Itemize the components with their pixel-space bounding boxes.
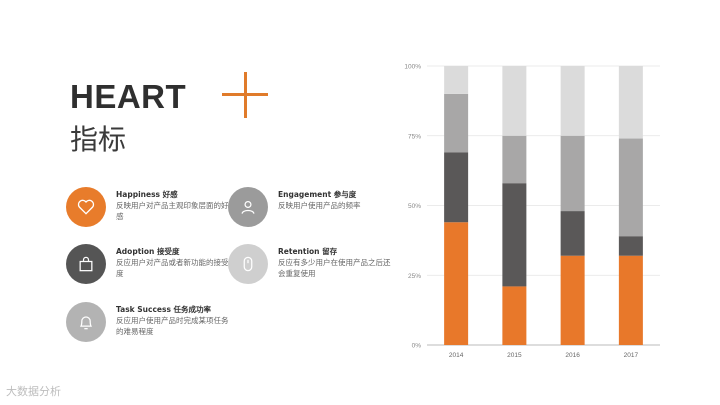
metric-desc: 反映用户使用产品的频率 [278,201,361,210]
metric-adoption: Adoption 接受度 反应用户对产品或者新功能的接受度 [66,244,236,288]
bell-icon [66,302,106,342]
metric-name: Task Success 任务成功率 [116,305,212,314]
bar-segment [618,255,643,345]
bar-segment [444,222,469,345]
metric-engagement: Engagement 参与度 反映用户使用产品的频率 [228,187,398,231]
bar-segment [502,66,527,136]
bar-segment [618,138,643,237]
bar-segment [444,152,469,223]
bar-segment [444,66,469,94]
stacked-bar-chart: 0% 25% 50% 75% 100% 2014 2015 2016 2017 [404,64,660,359]
x-tick-label: 2017 [624,352,639,359]
slide-title: HEART [70,78,187,115]
bar-segment [560,66,585,136]
y-tick-label: 50% [408,203,421,210]
metric-happiness: Happiness 好感 反映用户对产品主观印象层面的好感 [66,187,236,231]
mouse-icon [228,244,268,284]
watermark: 大数据分析 [6,385,61,398]
metric-desc: 反映用户对产品主观印象层面的好感 [116,201,229,221]
metric-name: Adoption 接受度 [116,247,180,256]
y-tick-label: 100% [404,64,421,71]
x-tick-label: 2016 [565,352,580,359]
bar-segment [502,286,527,345]
metric-desc: 反应有多少用户在使用产品之后还会重复使用 [278,258,391,278]
metric-desc: 反应用户对产品或者新功能的接受度 [116,258,229,278]
plus-icon [222,72,268,118]
bar-segment [560,211,585,256]
metric-task-success: Task Success 任务成功率 反应用户使用产品时完成某项任务的难易程度 [66,302,236,346]
x-tick-label: 2015 [507,352,522,359]
y-tick-label: 0% [412,343,422,350]
metric-desc: 反应用户使用产品时完成某项任务的难易程度 [116,316,229,336]
bar-segment [502,183,527,287]
x-tick-label: 2014 [449,352,464,359]
bar-segment [618,236,643,256]
users-icon [228,187,268,227]
metric-name: Retention 留存 [278,247,338,256]
metric-name: Happiness 好感 [116,190,178,199]
y-tick-label: 25% [408,273,421,280]
heart-icon [66,187,106,227]
bar-segment [502,135,527,184]
shopping-bag-icon [66,244,106,284]
bar-segment [444,93,469,153]
metric-name: Engagement 参与度 [278,190,357,199]
bar-segment [560,255,585,345]
bar-segment [560,135,585,212]
bar-segment [618,66,643,139]
metric-retention: Retention 留存 反应有多少用户在使用产品之后还会重复使用 [228,244,398,288]
y-tick-label: 75% [408,133,421,140]
slide-subtitle: 指标 [70,123,127,156]
